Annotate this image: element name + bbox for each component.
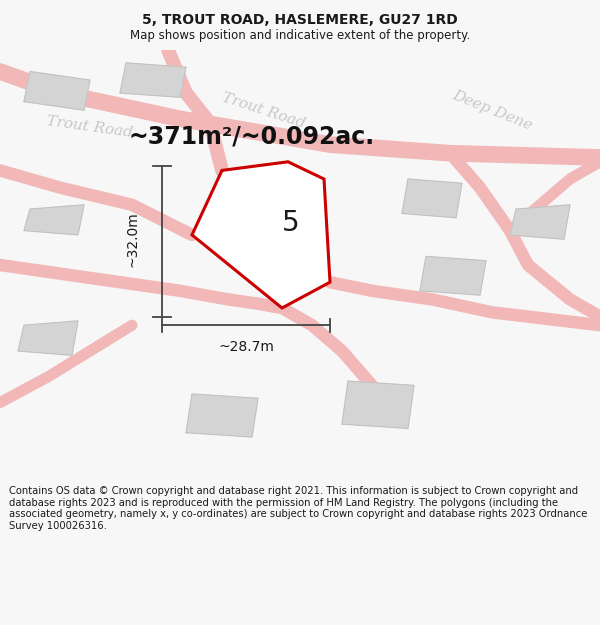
Polygon shape [192,162,330,308]
Text: Contains OS data © Crown copyright and database right 2021. This information is : Contains OS data © Crown copyright and d… [9,486,587,531]
Text: ~28.7m: ~28.7m [218,340,274,354]
Polygon shape [186,394,258,437]
Text: 5, TROUT ROAD, HASLEMERE, GU27 1RD: 5, TROUT ROAD, HASLEMERE, GU27 1RD [142,12,458,26]
Text: ~32.0m: ~32.0m [125,211,139,267]
Text: Deep Dene: Deep Dene [450,88,534,132]
Polygon shape [402,179,462,217]
Polygon shape [24,205,84,235]
Polygon shape [120,63,186,98]
Text: Map shows position and indicative extent of the property.: Map shows position and indicative extent… [130,29,470,42]
Text: 5: 5 [282,209,300,237]
Polygon shape [510,205,570,239]
Polygon shape [18,321,78,355]
Text: Trout Road: Trout Road [46,114,134,141]
Text: ~371m²/~0.092ac.: ~371m²/~0.092ac. [129,124,375,148]
Polygon shape [342,381,414,428]
Text: Trout Road: Trout Road [221,90,307,130]
Polygon shape [24,71,90,110]
Polygon shape [420,256,486,295]
